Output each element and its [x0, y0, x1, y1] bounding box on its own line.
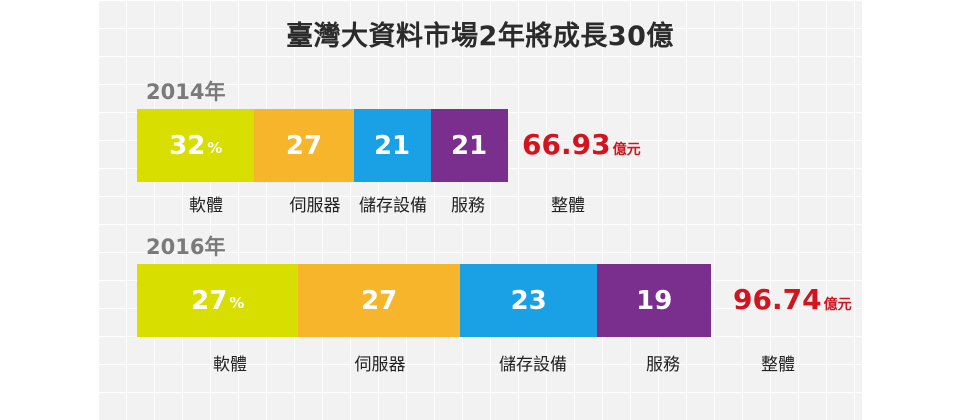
value-label: 27	[361, 285, 398, 316]
total-2014: 66.93 億元	[522, 128, 641, 161]
chart-background	[98, 0, 862, 420]
value-label: 27	[191, 285, 228, 316]
bar-2014-storage: 21	[353, 109, 431, 182]
bar-2014-service: 21	[430, 109, 508, 182]
year-label-2014: 2014年	[146, 80, 226, 104]
value-label: 21	[373, 130, 411, 161]
bar-row-2014: 32% 27 21 21	[137, 109, 508, 182]
value-label: 32	[169, 130, 206, 161]
bar-2016-service: 19	[597, 264, 712, 337]
legend-label-storage: 儲存設備	[499, 355, 567, 375]
value-label: 21	[451, 130, 488, 161]
percent-sign: %	[229, 293, 245, 312]
legend-label-software: 軟體	[213, 355, 247, 375]
legend-label-software: 軟體	[189, 196, 223, 216]
unit-label: 億元	[612, 142, 641, 158]
unit-label: 億元	[823, 297, 852, 313]
chart-title: 臺灣大資料市場2年將成長30億	[286, 21, 674, 52]
bar-2014-software: 32%	[137, 109, 255, 182]
bar-2016-software: 27%	[137, 264, 299, 337]
percent-sign: %	[207, 138, 223, 157]
legend-label-total: 整體	[551, 196, 585, 216]
value-label: 23	[510, 285, 547, 316]
bar-2016-storage: 23	[459, 264, 598, 337]
total-2016: 96.74 億元	[733, 283, 852, 316]
bar-row-2016: 27% 27 23 19	[137, 264, 712, 337]
legend-label-total: 整體	[761, 355, 795, 375]
total-value: 66.93	[522, 128, 611, 161]
bar-2014-server: 27	[254, 109, 354, 182]
legend-label-service: 服務	[646, 355, 680, 375]
legend-label-service: 服務	[451, 196, 485, 216]
legend-label-storage: 儲存設備	[359, 196, 427, 216]
bar-2016-server: 27	[298, 264, 460, 337]
legend-label-server: 伺服器	[354, 355, 406, 375]
value-label: 27	[285, 130, 323, 161]
year-label-2016: 2016年	[146, 235, 226, 259]
value-label: 19	[636, 285, 673, 316]
legend-label-server: 伺服器	[289, 196, 341, 216]
total-value: 96.74	[733, 283, 822, 316]
